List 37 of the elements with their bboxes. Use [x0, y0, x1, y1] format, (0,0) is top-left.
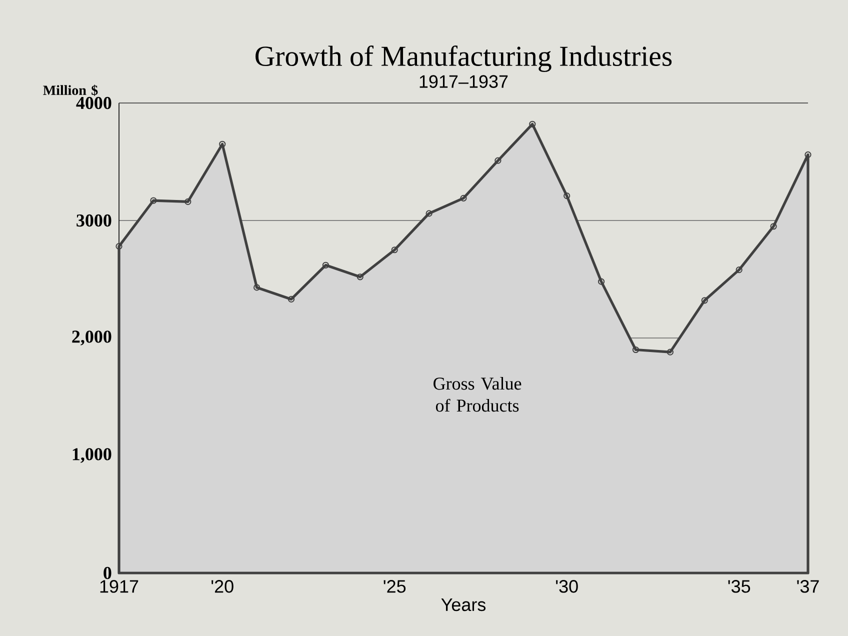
chart-subtitle: 1917–1937: [420, 75, 508, 88]
x-tick-label: '25: [384, 580, 406, 593]
y-axis-title: Million $: [43, 84, 98, 96]
annotation: Gross Value of Products: [434, 377, 522, 412]
point: [529, 120, 536, 128]
point: [598, 278, 605, 285]
point: [150, 197, 157, 204]
point: [564, 192, 570, 200]
y-tick-label: 0: [104, 566, 112, 580]
point: [460, 194, 467, 202]
point: [736, 266, 742, 274]
chart-title: Growth of Manufacturing Industries: [256, 45, 672, 72]
point: [116, 243, 122, 250]
x-tick-label: '30: [556, 580, 578, 593]
point: [288, 296, 295, 303]
point: [254, 284, 260, 291]
point: [701, 297, 708, 304]
y-tick-label: 3000: [76, 214, 112, 227]
point: [356, 274, 364, 280]
x-tick-label: 1917: [100, 580, 138, 593]
point: [322, 262, 329, 268]
y-tick-label: 2,000: [72, 330, 112, 346]
point: [219, 140, 226, 148]
point: [391, 246, 398, 254]
x-tick-label: '35: [728, 580, 750, 593]
y-tick-label: 4000: [76, 96, 112, 110]
point: [666, 348, 674, 356]
x-tick-label: '20: [212, 580, 234, 593]
point: [632, 346, 640, 354]
x-tick-label: '37: [797, 580, 819, 593]
point: [426, 210, 432, 217]
point: [494, 157, 502, 164]
point: [804, 151, 812, 158]
point: [184, 198, 192, 205]
y-tick-label: 1,000: [72, 448, 112, 463]
point: [770, 223, 777, 230]
x-axis-title: Years: [441, 598, 486, 612]
